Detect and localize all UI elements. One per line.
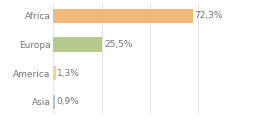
Text: 1,3%: 1,3%: [57, 69, 80, 78]
Bar: [53, 9, 193, 23]
Text: 0,9%: 0,9%: [57, 97, 79, 106]
Bar: [53, 37, 102, 52]
Bar: [53, 95, 55, 109]
Text: 25,5%: 25,5%: [104, 40, 132, 49]
Text: 72,3%: 72,3%: [194, 11, 223, 20]
Bar: [53, 66, 56, 80]
